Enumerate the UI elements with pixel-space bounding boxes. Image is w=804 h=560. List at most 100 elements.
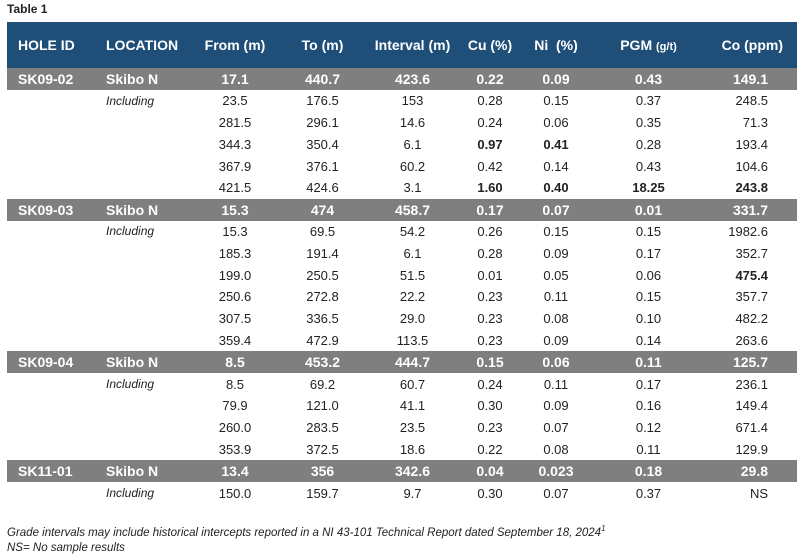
table-row: 359.4 472.9 113.5 0.23 0.09 0.14 263.6 <box>7 330 797 352</box>
cell-interval: 6.1 <box>403 245 422 261</box>
cell-interval: 153 <box>401 93 424 109</box>
cell-to: 272.8 <box>306 289 339 305</box>
header-pgm-label: PGM <box>620 37 653 53</box>
table-row: 353.9 372.5 18.6 0.22 0.08 0.11 129.9 <box>7 439 797 461</box>
cell-to: 474 <box>280 198 365 221</box>
cell-from: 199.0 <box>218 267 252 283</box>
cell-cu: 0.26 <box>477 223 503 239</box>
cell-location <box>95 177 190 199</box>
header-location: LOCATION <box>95 22 190 68</box>
cell-co: 29.8 <box>705 460 797 483</box>
cell-hole-id <box>7 417 95 439</box>
cell-co: NS <box>749 485 768 501</box>
cell-co: 193.4 <box>735 136 768 152</box>
cell-ni: 0.14 <box>543 158 569 174</box>
table-row: 307.5 336.5 29.0 0.23 0.08 0.10 482.2 <box>7 308 797 330</box>
cell-from: 250.6 <box>218 289 252 305</box>
cell-to: 376.1 <box>306 158 339 174</box>
cell-hole-id <box>7 330 95 352</box>
cell-interval: 51.5 <box>399 267 426 283</box>
cell-hole-id <box>7 373 95 395</box>
cell-location <box>95 155 190 177</box>
cell-cu: 0.01 <box>477 267 503 283</box>
cell-pgm: 0.11 <box>592 351 705 374</box>
cell-to: 356 <box>280 460 365 483</box>
cell-location: Skibo N <box>95 460 190 483</box>
cell-to: 372.5 <box>306 441 339 457</box>
cell-hole-id <box>7 155 95 177</box>
cell-ni: 0.07 <box>520 198 592 221</box>
cell-from: 260.0 <box>218 420 252 436</box>
cell-interval: 9.7 <box>403 485 422 501</box>
cell-pgm: 0.37 <box>635 485 662 501</box>
cell-ni: 0.11 <box>543 376 569 392</box>
header-hole-id: HOLE ID <box>7 22 95 68</box>
cell-cu: 0.24 <box>477 376 503 392</box>
cell-interval: 23.5 <box>399 420 426 436</box>
footnote-superscript: 1 <box>601 524 606 533</box>
table-row: Including 150.0 159.7 9.7 0.30 0.07 0.37 NS <box>7 482 797 504</box>
drill-results-table: HOLE ID LOCATION From (m) To (m) Interva… <box>7 22 797 504</box>
cell-pgm: 0.15 <box>635 223 662 239</box>
header-co: Co (ppm) <box>705 22 797 68</box>
cell-cu: 0.23 <box>477 332 503 348</box>
cell-hole-id <box>7 264 95 286</box>
table-row: 260.0 283.5 23.5 0.23 0.07 0.12 671.4 <box>7 417 797 439</box>
cell-cu: 1.60 <box>477 180 503 196</box>
cell-to: 176.5 <box>306 93 339 109</box>
table-row: Including 8.5 69.2 60.7 0.24 0.11 0.17 236.1 <box>7 373 797 395</box>
cell-to: 440.7 <box>280 68 365 90</box>
cell-hole-id <box>7 439 95 461</box>
cell-interval: 444.7 <box>365 351 460 374</box>
cell-cu: 0.24 <box>477 114 503 130</box>
hole-summary-row: SK11-01 Skibo N 13.4 356 342.6 0.04 0.023 0.18 2… <box>7 460 797 483</box>
table-row: 367.9 376.1 60.2 0.42 0.14 0.43 104.6 <box>7 155 797 177</box>
cell-pgm: 0.18 <box>592 460 705 483</box>
cell-hole-id <box>7 133 95 155</box>
cell-cu: 0.30 <box>477 485 503 501</box>
header-from: From (m) <box>190 22 280 68</box>
cell-location: Skibo N <box>95 351 190 374</box>
cell-co: 482.2 <box>735 311 768 327</box>
cell-interval: 41.1 <box>399 398 426 414</box>
cell-co: 357.7 <box>735 289 768 305</box>
cell-from: 15.3 <box>222 223 248 239</box>
cell-location: Including <box>106 486 155 501</box>
table-body: SK09-02 Skibo N 17.1 440.7 423.6 0.22 0.09 0.43… <box>7 68 797 504</box>
cell-to: 69.5 <box>309 223 336 239</box>
cell-location <box>95 395 190 417</box>
cell-to: 121.0 <box>306 398 339 414</box>
cell-pgm: 0.06 <box>635 267 662 283</box>
cell-interval: 342.6 <box>365 460 460 483</box>
cell-ni: 0.40 <box>543 180 569 196</box>
cell-pgm: 18.25 <box>632 180 665 196</box>
table-row: 250.6 272.8 22.2 0.23 0.11 0.15 357.7 <box>7 286 797 308</box>
table-row: 185.3 191.4 6.1 0.28 0.09 0.17 352.7 <box>7 242 797 264</box>
hole-summary-row: SK09-04 Skibo N 8.5 453.2 444.7 0.15 0.06 0.11 1… <box>7 351 797 374</box>
cell-location <box>95 308 190 330</box>
hole-summary-row: SK09-02 Skibo N 17.1 440.7 423.6 0.22 0.09 0.43… <box>7 68 797 90</box>
cell-interval: 3.1 <box>403 180 422 196</box>
cell-co: 243.8 <box>735 180 768 196</box>
cell-interval: 113.5 <box>396 332 429 348</box>
cell-hole-id: SK11-01 <box>7 460 95 483</box>
cell-from: 359.4 <box>218 332 252 348</box>
header-row: HOLE ID LOCATION From (m) To (m) Interva… <box>7 22 797 68</box>
cell-ni: 0.11 <box>543 289 569 305</box>
cell-from: 23.5 <box>222 93 248 109</box>
cell-cu: 0.28 <box>477 93 503 109</box>
cell-cu: 0.17 <box>460 198 520 221</box>
cell-location <box>95 286 190 308</box>
cell-hole-id <box>7 286 95 308</box>
cell-location <box>95 439 190 461</box>
table-row: 281.5 296.1 14.6 0.24 0.06 0.35 71.3 <box>7 112 797 134</box>
cell-pgm: 0.37 <box>635 93 662 109</box>
cell-pgm: 0.35 <box>635 114 662 130</box>
cell-pgm: 0.17 <box>635 376 662 392</box>
cell-ni: 0.41 <box>543 136 569 152</box>
header-pgm-unit: (g/t) <box>656 41 677 53</box>
cell-ni: 0.15 <box>543 93 569 109</box>
cell-from: 307.5 <box>218 311 252 327</box>
cell-ni: 0.07 <box>543 485 569 501</box>
cell-to: 336.5 <box>306 311 339 327</box>
